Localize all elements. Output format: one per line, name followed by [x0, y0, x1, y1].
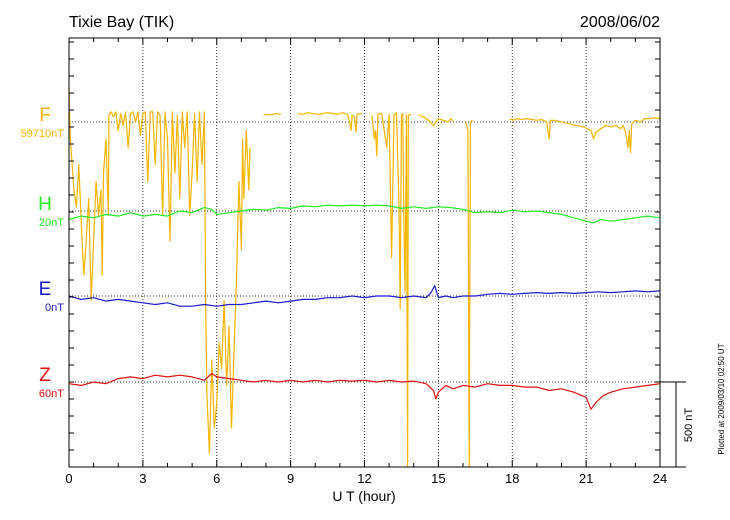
x-tick-label: 18	[505, 471, 519, 486]
series-labels: F 59710nT H 20nT E 0nT Z 60nT	[21, 105, 65, 400]
plot-frame	[68, 37, 661, 468]
scale-bar: 500 nT	[660, 381, 695, 468]
series-line-h	[68, 204, 661, 224]
x-tick-label: 0	[65, 471, 72, 486]
series-line-e	[68, 285, 661, 307]
x-axis-title: U T (hour)	[332, 488, 395, 504]
series-line-f	[297, 112, 363, 133]
series-name-h: H	[38, 194, 52, 215]
series-line-f	[509, 117, 661, 154]
x-tick-label: 3	[139, 471, 146, 486]
x-tick-label: 24	[653, 471, 667, 486]
station-title: Tixie Bay (TIK)	[69, 14, 174, 31]
series-name-e: E	[39, 279, 52, 300]
x-tick-label: 15	[431, 471, 445, 486]
scale-bar-label: 500 nT	[683, 408, 695, 443]
date-label: 2008/06/02	[580, 14, 660, 31]
series-traces	[68, 87, 661, 467]
x-tick-labels: 0 3 6 9 12 15 18 21 24	[65, 471, 667, 486]
series-name-f: F	[39, 105, 51, 126]
series-line-f	[464, 119, 474, 467]
series-baseline-z: 60nT	[39, 388, 64, 400]
grid-lines	[142, 38, 587, 467]
series-line-f	[418, 114, 454, 127]
series-line-z	[68, 372, 661, 410]
series-line-f	[371, 112, 412, 467]
series-line-f	[263, 112, 281, 116]
x-tick-label: 6	[213, 471, 220, 486]
series-baseline-e: 0nT	[45, 302, 64, 314]
x-tick-label: 12	[357, 471, 371, 486]
x-tick-label: 9	[287, 471, 294, 486]
axis-ticks	[68, 38, 661, 468]
series-name-z: Z	[39, 365, 51, 386]
plotted-at-note: Plotted at 2009/03/10 02:50 UT	[717, 343, 726, 454]
series-baseline-h: 20nT	[39, 217, 64, 229]
x-tick-label: 21	[579, 471, 593, 486]
series-baseline-f: 59710nT	[21, 128, 65, 140]
series-line-f	[68, 87, 251, 455]
